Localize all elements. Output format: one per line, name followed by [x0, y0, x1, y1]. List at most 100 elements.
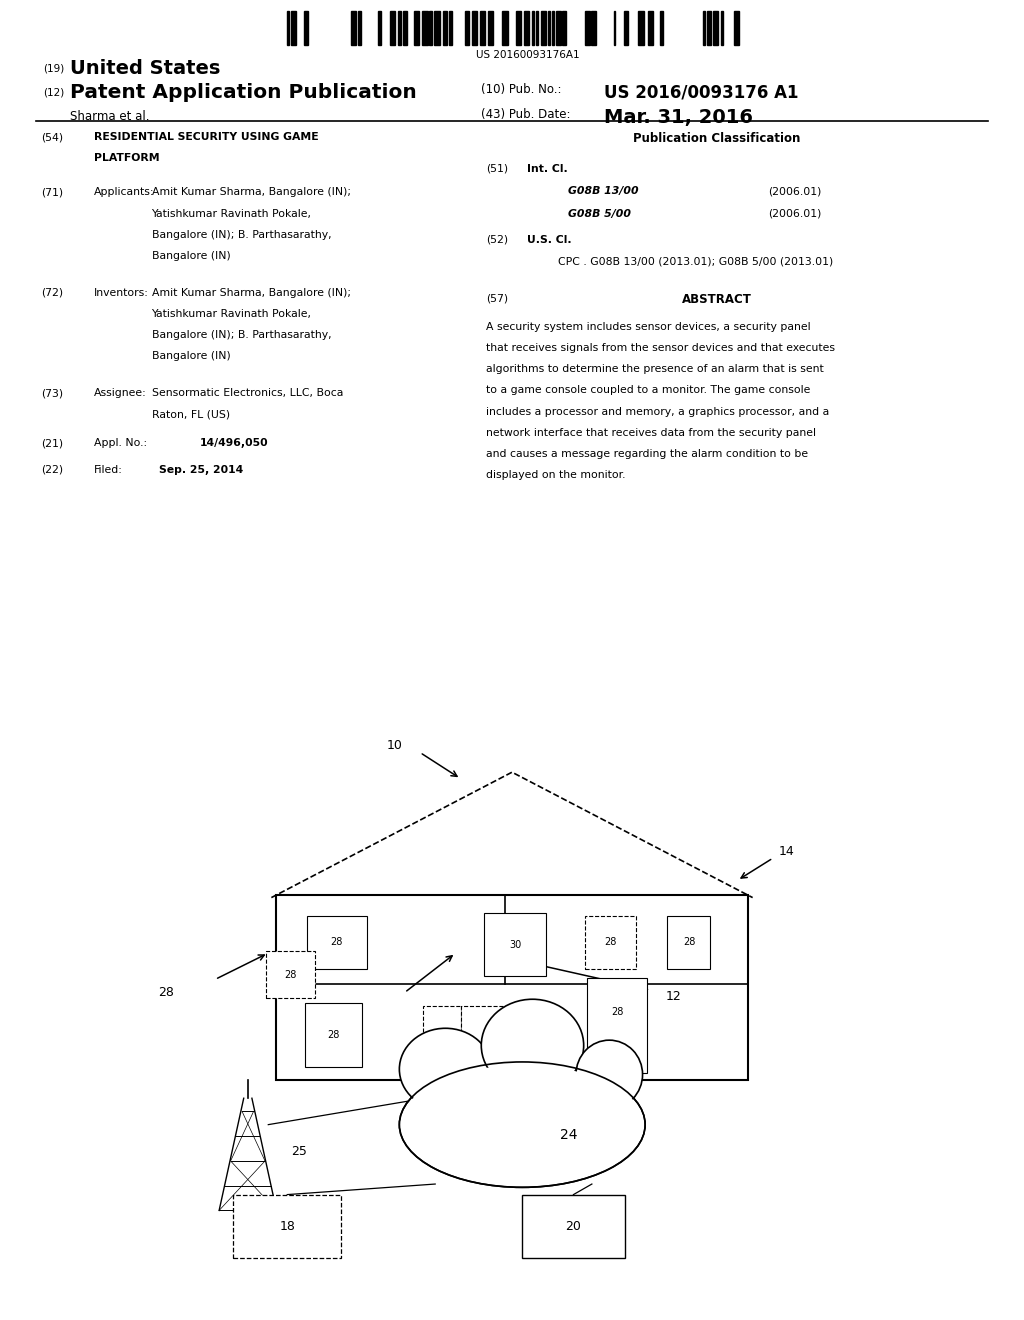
Text: 20: 20: [565, 1220, 582, 1233]
Text: Amit Kumar Sharma, Bangalore (IN);: Amit Kumar Sharma, Bangalore (IN);: [152, 187, 350, 198]
Bar: [423, 1006, 462, 1067]
Text: Sep. 25, 2014: Sep. 25, 2014: [159, 465, 243, 475]
Bar: [541, 11, 546, 45]
Text: United States: United States: [70, 59, 220, 78]
Text: (21): (21): [41, 438, 63, 449]
Text: 28: 28: [683, 937, 695, 948]
Text: 29: 29: [436, 1031, 449, 1041]
Text: (57): (57): [486, 293, 509, 304]
Text: 28: 28: [328, 1030, 340, 1040]
Ellipse shape: [399, 1061, 645, 1188]
Bar: [488, 11, 494, 45]
Text: network interface that receives data from the security panel: network interface that receives data fro…: [486, 428, 816, 438]
Text: Applicants:: Applicants:: [94, 187, 155, 198]
Text: A security system includes sensor devices, a security panel: A security system includes sensor device…: [486, 322, 811, 333]
Bar: [537, 11, 538, 45]
Bar: [503, 11, 508, 45]
Text: and causes a message regarding the alarm condition to be: and causes a message regarding the alarm…: [486, 449, 809, 459]
Bar: [484, 913, 546, 977]
Text: Patent Application Publication: Patent Application Publication: [70, 83, 417, 102]
Text: 10: 10: [386, 739, 402, 752]
Bar: [291, 11, 296, 45]
Text: displayed on the monitor.: displayed on the monitor.: [486, 470, 626, 480]
Bar: [307, 916, 367, 969]
Bar: [304, 11, 308, 45]
Text: to a game console coupled to a monitor. The game console: to a game console coupled to a monitor. …: [486, 385, 811, 396]
Bar: [734, 11, 739, 45]
Text: 14/496,050: 14/496,050: [200, 438, 268, 449]
Text: Mar. 31, 2016: Mar. 31, 2016: [604, 108, 754, 127]
Text: Appl. No.:: Appl. No.:: [94, 438, 147, 449]
Bar: [721, 11, 723, 45]
Text: (12): (12): [43, 87, 65, 98]
Bar: [434, 11, 439, 45]
Text: US 20160093176A1: US 20160093176A1: [475, 50, 580, 61]
Ellipse shape: [575, 1040, 643, 1109]
Bar: [266, 950, 315, 998]
Bar: [443, 11, 447, 45]
Text: 28: 28: [611, 1007, 624, 1018]
Bar: [714, 11, 718, 45]
Text: Sensormatic Electronics, LLC, Boca: Sensormatic Electronics, LLC, Boca: [152, 388, 343, 399]
Text: 28: 28: [285, 970, 297, 979]
Text: includes a processor and memory, a graphics processor, and a: includes a processor and memory, a graph…: [486, 407, 829, 417]
Bar: [613, 11, 615, 45]
Text: PLATFORM: PLATFORM: [94, 153, 160, 164]
Bar: [668, 916, 711, 969]
Text: Amit Kumar Sharma, Bangalore (IN);: Amit Kumar Sharma, Bangalore (IN);: [152, 288, 350, 298]
Bar: [403, 11, 407, 45]
Ellipse shape: [400, 1065, 644, 1184]
Bar: [524, 11, 528, 45]
Text: G08B 13/00: G08B 13/00: [568, 186, 639, 197]
Text: CPC . G08B 13/00 (2013.01); G08B 5/00 (2013.01): CPC . G08B 13/00 (2013.01); G08B 5/00 (2…: [558, 256, 834, 267]
Bar: [562, 11, 566, 45]
Bar: [378, 11, 381, 45]
Text: ABSTRACT: ABSTRACT: [682, 293, 752, 306]
Bar: [624, 11, 628, 45]
Text: 14: 14: [778, 845, 794, 858]
Text: Raton, FL (US): Raton, FL (US): [152, 409, 229, 420]
Text: Bangalore (IN); B. Parthasarathy,: Bangalore (IN); B. Parthasarathy,: [152, 330, 331, 341]
Text: (71): (71): [41, 187, 63, 198]
Text: 24: 24: [559, 1129, 578, 1142]
Text: 25: 25: [291, 1144, 307, 1158]
Text: 28: 28: [604, 937, 616, 948]
Text: 28: 28: [331, 937, 343, 948]
Text: Bangalore (IN); B. Parthasarathy,: Bangalore (IN); B. Parthasarathy,: [152, 230, 331, 240]
Bar: [276, 895, 748, 1080]
Text: Inventors:: Inventors:: [94, 288, 150, 298]
Bar: [647, 11, 653, 45]
Text: Publication Classification: Publication Classification: [633, 132, 801, 145]
Text: algorithms to determine the presence of an alarm that is sent: algorithms to determine the presence of …: [486, 364, 824, 375]
Bar: [548, 11, 550, 45]
Text: Filed:: Filed:: [94, 465, 123, 475]
Bar: [639, 11, 644, 45]
Text: RESIDENTIAL SECURITY USING GAME: RESIDENTIAL SECURITY USING GAME: [94, 132, 318, 143]
Text: U.S. Cl.: U.S. Cl.: [527, 235, 572, 246]
Text: (2006.01): (2006.01): [768, 186, 821, 197]
Bar: [429, 11, 432, 45]
Text: (22): (22): [41, 465, 63, 475]
Bar: [233, 1195, 341, 1258]
Bar: [708, 11, 711, 45]
Bar: [472, 11, 477, 45]
Text: (73): (73): [41, 388, 63, 399]
Bar: [480, 11, 485, 45]
Text: Yatishkumar Ravinath Pokale,: Yatishkumar Ravinath Pokale,: [152, 309, 311, 319]
Text: 16: 16: [490, 1031, 503, 1041]
Text: Int. Cl.: Int. Cl.: [527, 164, 568, 174]
Text: 30: 30: [509, 940, 521, 949]
Text: (51): (51): [486, 164, 509, 174]
Text: US 2016/0093176 A1: US 2016/0093176 A1: [604, 83, 799, 102]
Text: (52): (52): [486, 235, 509, 246]
Bar: [556, 11, 561, 45]
Text: that receives signals from the sensor devices and that executes: that receives signals from the sensor de…: [486, 343, 836, 354]
Text: (54): (54): [41, 132, 63, 143]
Text: G08B 5/00: G08B 5/00: [568, 209, 632, 219]
Bar: [588, 978, 647, 1073]
Text: 18: 18: [280, 1220, 295, 1233]
Text: (2006.01): (2006.01): [768, 209, 821, 219]
Text: 28: 28: [158, 986, 174, 999]
Bar: [449, 11, 452, 45]
Text: Assignee:: Assignee:: [94, 388, 147, 399]
